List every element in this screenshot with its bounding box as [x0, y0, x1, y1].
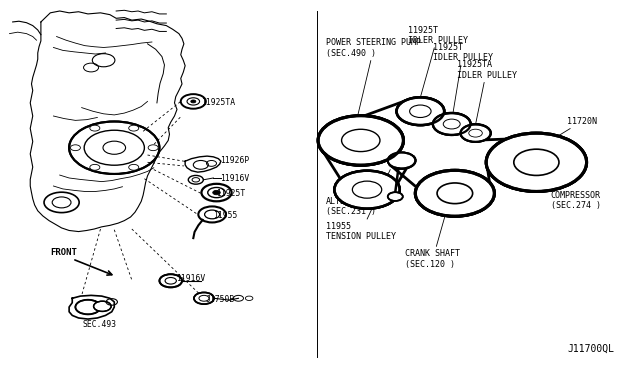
Text: CRANK SHAFT
(SEC.120 ): CRANK SHAFT (SEC.120 )	[405, 214, 460, 269]
Text: POWER STEERING PUMP
(SEC.490 ): POWER STEERING PUMP (SEC.490 )	[326, 38, 421, 116]
Circle shape	[486, 133, 587, 192]
Text: FRONT: FRONT	[51, 248, 77, 257]
Circle shape	[90, 125, 100, 131]
Circle shape	[93, 301, 111, 311]
Circle shape	[461, 124, 491, 142]
Circle shape	[76, 300, 100, 314]
Circle shape	[335, 171, 399, 209]
Text: 11925TA
IDLER PULLEY: 11925TA IDLER PULLEY	[457, 60, 516, 124]
Text: COMPRESSOR
(SEC.274 ): COMPRESSOR (SEC.274 )	[551, 180, 601, 210]
Text: 11925TA: 11925TA	[201, 98, 235, 107]
Circle shape	[69, 122, 159, 174]
Circle shape	[318, 116, 403, 165]
Circle shape	[148, 145, 158, 151]
Text: 11925T
IDLER PULLEY: 11925T IDLER PULLEY	[433, 43, 493, 113]
Text: J11700QL: J11700QL	[568, 343, 615, 353]
Circle shape	[70, 145, 81, 151]
Circle shape	[415, 170, 494, 216]
Text: 11926P: 11926P	[220, 156, 249, 165]
Circle shape	[129, 125, 139, 131]
Circle shape	[397, 97, 444, 125]
Text: J1750B: J1750B	[206, 295, 235, 304]
Circle shape	[159, 274, 182, 287]
Circle shape	[388, 153, 415, 169]
Circle shape	[486, 133, 587, 192]
Circle shape	[212, 190, 220, 195]
Circle shape	[388, 192, 403, 201]
Text: ALTERNATOR
(SEC.231 ): ALTERNATOR (SEC.231 )	[326, 197, 376, 217]
Circle shape	[191, 100, 196, 103]
Circle shape	[318, 116, 403, 165]
Text: 11955
TENSION PULLEY: 11955 TENSION PULLEY	[326, 170, 396, 241]
Text: SEC.493: SEC.493	[82, 320, 116, 329]
Circle shape	[461, 124, 491, 142]
Text: 11925T
IDLER PULLEY: 11925T IDLER PULLEY	[408, 26, 468, 97]
Text: 11720N: 11720N	[551, 117, 597, 140]
Circle shape	[194, 292, 214, 304]
Text: 11916V: 11916V	[220, 174, 249, 183]
Text: 11955: 11955	[213, 211, 237, 219]
Circle shape	[415, 170, 494, 216]
Circle shape	[129, 164, 139, 170]
Circle shape	[90, 164, 100, 170]
Circle shape	[433, 113, 470, 135]
Circle shape	[397, 97, 444, 125]
Text: 11925T: 11925T	[216, 189, 246, 198]
Circle shape	[388, 153, 415, 169]
Circle shape	[433, 113, 470, 135]
Text: 11916V: 11916V	[176, 275, 205, 283]
Circle shape	[335, 171, 399, 209]
